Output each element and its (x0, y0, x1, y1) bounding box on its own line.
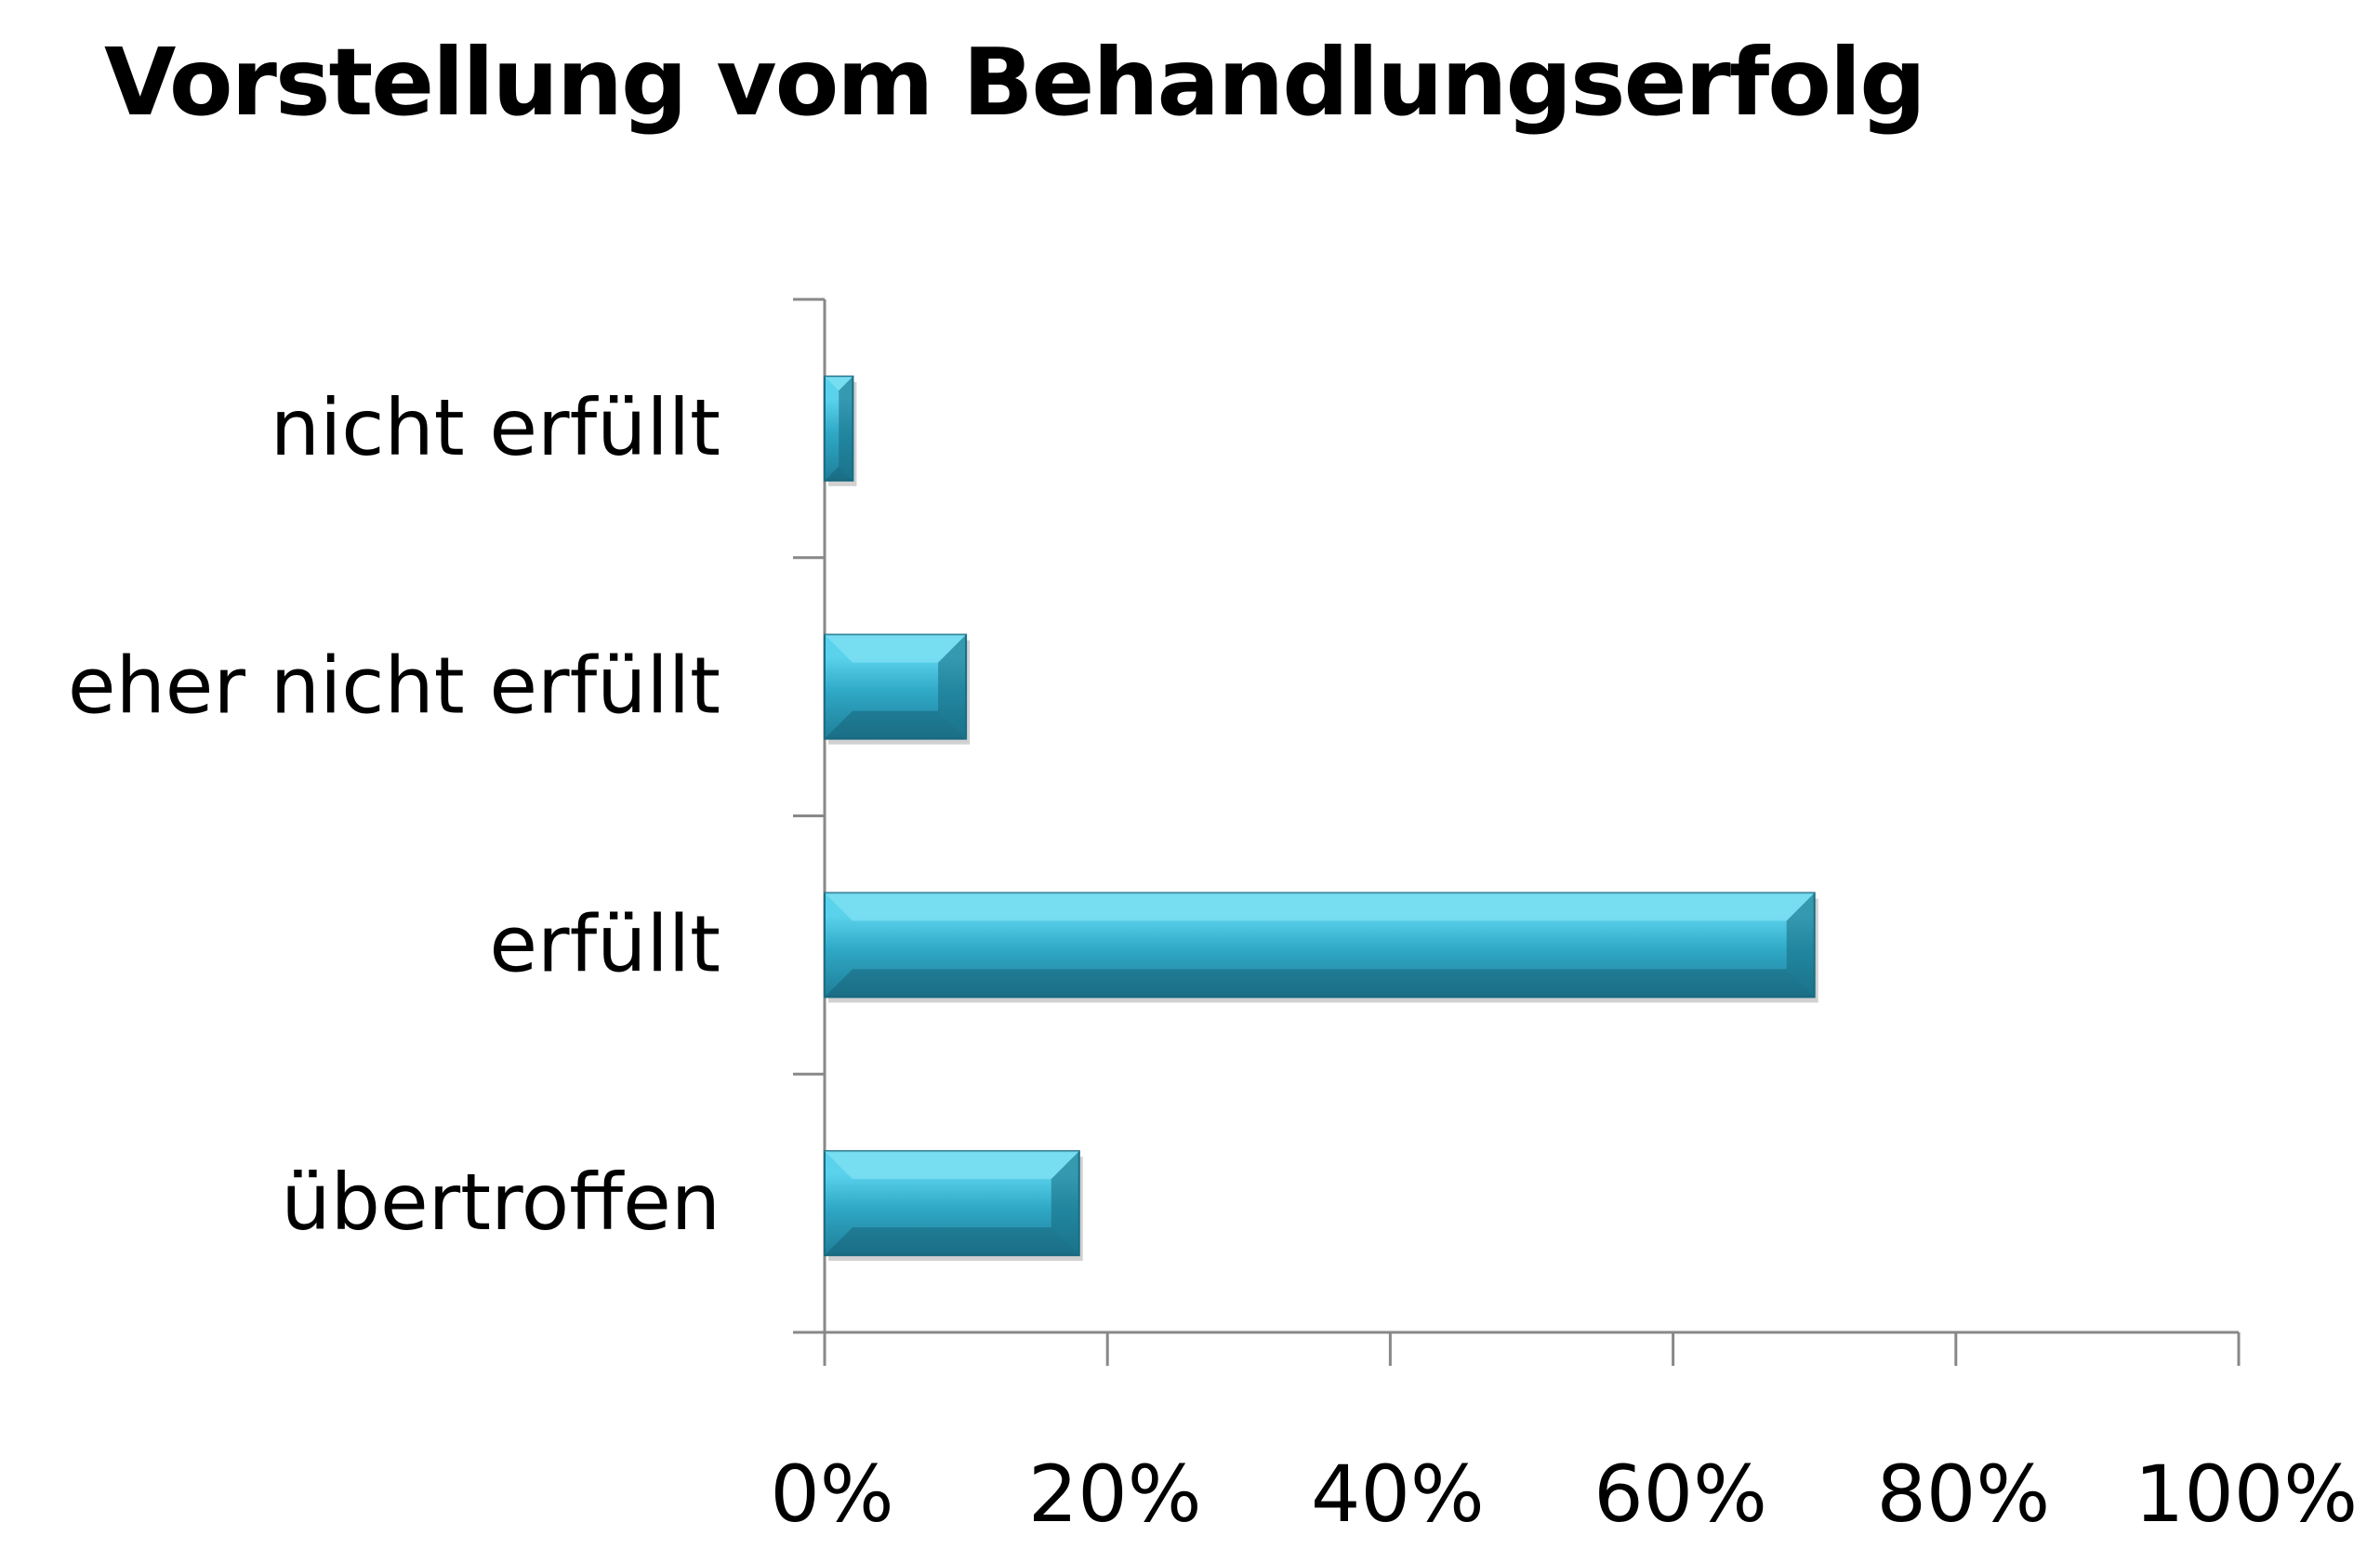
bar-bevel-top (825, 1151, 1079, 1180)
x-tick-label: 20% (1028, 1449, 1202, 1540)
bar-bevel-right (1786, 893, 1815, 998)
bar-bevel-bottom (825, 1227, 1079, 1256)
bar (824, 892, 1818, 1003)
category-label: übertroffen (281, 1157, 721, 1248)
bar (824, 633, 971, 745)
x-tick-label: 100% (2135, 1449, 2358, 1540)
bar-bevel-top (825, 376, 853, 391)
bar-bevel-bottom (825, 969, 1815, 998)
bar-bevel-right (938, 634, 967, 739)
x-tick-label: 40% (1311, 1449, 1485, 1540)
bar (824, 375, 857, 486)
bar-bevel-top (825, 634, 967, 663)
bar-bevel-top (825, 893, 1815, 921)
x-tick-label: 60% (1593, 1449, 1767, 1540)
category-label: eher nicht erfüllt (68, 641, 721, 732)
bar-bevel-right (839, 376, 853, 481)
category-label: erfüllt (489, 898, 721, 989)
x-tick-label: 0% (770, 1449, 893, 1540)
chart-title: Vorstellung vom Behandlungserfolg (104, 28, 1926, 137)
bar-bevel-right (1051, 1151, 1079, 1256)
chart-bars (824, 375, 1818, 1262)
bar-bevel-bottom (825, 466, 853, 481)
bar-bevel-bottom (825, 710, 967, 739)
bar (824, 1150, 1083, 1262)
category-label: nicht erfüllt (271, 382, 721, 473)
x-tick-label: 80% (1876, 1449, 2050, 1540)
chart-labels: 0% 20% 40% 60% 80% 100% nicht erfüllt eher nich… (68, 382, 2358, 1540)
